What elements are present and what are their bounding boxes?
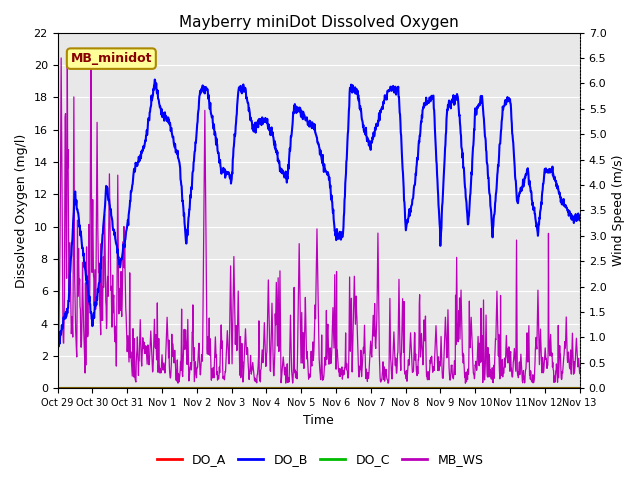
Title: Mayberry miniDot Dissolved Oxygen: Mayberry miniDot Dissolved Oxygen xyxy=(179,15,458,30)
Text: MB_minidot: MB_minidot xyxy=(70,52,152,65)
X-axis label: Time: Time xyxy=(303,414,334,427)
Legend: DO_A, DO_B, DO_C, MB_WS: DO_A, DO_B, DO_C, MB_WS xyxy=(152,448,488,471)
Y-axis label: Wind Speed (m/s): Wind Speed (m/s) xyxy=(612,155,625,266)
Y-axis label: Dissolved Oxygen (mg/l): Dissolved Oxygen (mg/l) xyxy=(15,133,28,288)
